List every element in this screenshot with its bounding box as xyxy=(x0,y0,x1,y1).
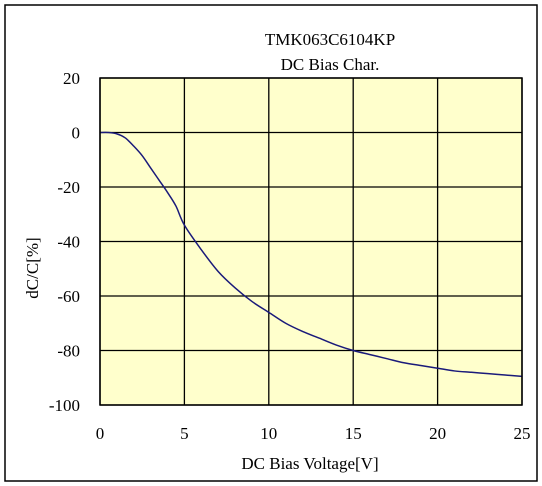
y-tick-label: -60 xyxy=(57,287,80,306)
y-tick-label: -80 xyxy=(57,342,80,361)
x-tick-label: 20 xyxy=(429,424,446,443)
chart-title: TMK063C6104KP xyxy=(265,30,395,49)
y-axis-label: dC/C[%] xyxy=(23,237,42,298)
y-tick-label: 0 xyxy=(72,124,81,143)
plot-border xyxy=(99,77,523,406)
y-tick-label: -20 xyxy=(57,178,80,197)
y-tick-label: 20 xyxy=(63,69,80,88)
x-tick-label: 0 xyxy=(96,424,105,443)
x-tick-label: 15 xyxy=(345,424,362,443)
x-axis-label: DC Bias Voltage[V] xyxy=(241,454,378,473)
tick-labels: 0 5 10 15 20 25 20 0 -20 -40 -60 -80 -100 xyxy=(49,69,531,443)
chart-subtitle: DC Bias Char. xyxy=(281,55,380,74)
x-tick-label: 25 xyxy=(514,424,531,443)
series-line xyxy=(99,131,523,378)
x-tick-label: 10 xyxy=(260,424,277,443)
x-tick-label: 5 xyxy=(180,424,189,443)
y-tick-label: -100 xyxy=(49,396,80,415)
y-tick-label: -40 xyxy=(57,233,80,252)
